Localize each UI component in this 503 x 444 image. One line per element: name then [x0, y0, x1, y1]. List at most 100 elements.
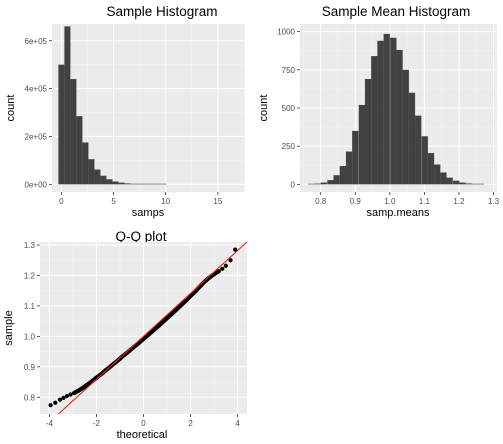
chart-title: Q-Q plot — [115, 229, 166, 244]
y-tick-label: 2e+05 — [25, 132, 48, 141]
histogram-bars — [308, 33, 485, 185]
chart-title: Sample Histogram — [106, 4, 217, 19]
reference-line — [58, 241, 248, 415]
histogram-bar — [100, 175, 107, 185]
x-tick-label: 0.9 — [350, 197, 362, 206]
histogram-bar — [364, 78, 372, 185]
histogram-bar — [434, 164, 441, 185]
qq-point — [220, 266, 225, 271]
gridlines — [40, 242, 247, 414]
x-tick-label: 5 — [111, 197, 116, 206]
y-tick-label: 1.2 — [24, 271, 36, 280]
histogram-bar — [358, 104, 366, 185]
y-tick-label: 1000 — [277, 28, 295, 37]
histogram-bar — [142, 183, 149, 185]
y-axis-ticks: 0.8 0.9 1.0 1.1 1.2 1.3 — [24, 241, 40, 402]
x-tick-label: 1.3 — [488, 197, 500, 206]
histogram-bar — [402, 69, 409, 185]
y-tick-label: 1.1 — [24, 302, 36, 311]
histogram-bar — [390, 37, 397, 185]
qq-point — [53, 400, 58, 405]
x-tick-label: 1.0 — [384, 197, 396, 206]
histogram-bar — [148, 183, 155, 185]
histogram-bar — [70, 79, 77, 185]
histogram-bar — [471, 183, 479, 185]
histogram-bar — [446, 177, 453, 185]
histogram-bar — [371, 56, 378, 185]
x-axis-ticks: 0 5 10 15 — [59, 192, 223, 206]
qq-plot-panel: Q-Q plot -4 -2 0 2 4 0.8 0.9 1.0 1.1 1.2 1.3 theo… — [3, 229, 248, 441]
y-tick-label: 750 — [282, 66, 296, 75]
qq-point — [48, 403, 53, 408]
histogram-bar — [88, 159, 95, 185]
x-tick-label: 0.8 — [315, 197, 327, 206]
y-tick-label: 0.9 — [24, 363, 36, 372]
qq-point — [68, 392, 73, 397]
y-tick-label: 500 — [282, 104, 296, 113]
y-tick-label: 0e+00 — [25, 180, 48, 189]
sample-mean-histogram-panel: Sample Mean Histogram 0.8 0.9 1.0 1.1 1.2 1.3… — [258, 4, 500, 219]
y-axis-ticks: 0e+00 2e+05 4e+05 6e+05 — [25, 37, 52, 189]
chart-title: Sample Mean Histogram — [322, 4, 471, 19]
x-tick-label: 2 — [188, 419, 193, 428]
y-tick-label: 0 — [291, 180, 296, 189]
histogram-bar — [112, 181, 119, 185]
histogram-bars — [58, 26, 167, 185]
x-tick-label: -4 — [46, 419, 54, 428]
x-tick-label: -2 — [93, 419, 101, 428]
x-axis-label: samps — [132, 207, 165, 219]
y-axis-label: count — [258, 95, 270, 122]
y-tick-label: 6e+05 — [25, 37, 48, 46]
qq-point — [233, 247, 238, 252]
x-tick-label: 0 — [59, 197, 64, 206]
y-axis-label: count — [5, 95, 17, 122]
x-axis-label: samp.means — [367, 207, 430, 219]
gridlines — [52, 24, 245, 192]
histogram-bar — [383, 33, 390, 185]
reference-line — [58, 241, 248, 415]
y-tick-label: 1.0 — [24, 332, 36, 341]
sample-histogram-panel: Sample Histogram 0 5 10 15 0e+00 2e+05 4e+05 6… — [5, 4, 245, 219]
histogram-bar — [94, 169, 101, 185]
histogram-bar — [396, 49, 403, 185]
histogram-bar — [477, 183, 485, 185]
histogram-bar — [327, 180, 334, 185]
y-tick-label: 250 — [282, 142, 296, 151]
qq-point — [64, 393, 70, 399]
histogram-bar — [76, 116, 83, 185]
y-tick-label: 1.3 — [24, 241, 36, 250]
histogram-bar — [124, 183, 131, 185]
histogram-bar — [308, 183, 315, 185]
histogram-bar — [377, 40, 384, 185]
y-tick-label: 0.8 — [24, 393, 36, 402]
y-axis-ticks: 0 250 500 750 1000 — [277, 28, 300, 189]
x-tick-label: 1.1 — [419, 197, 431, 206]
x-axis-ticks: 0.8 0.9 1.0 1.1 1.2 1.3 — [315, 192, 500, 206]
qq-point — [223, 263, 228, 268]
histogram-bar — [82, 142, 89, 185]
histogram-bar — [453, 180, 460, 185]
histogram-bar — [320, 182, 327, 185]
histogram-bar — [459, 182, 466, 185]
x-tick-label: 1.2 — [453, 197, 465, 206]
x-tick-label: 0 — [141, 419, 146, 428]
x-tick-label: 10 — [161, 197, 170, 206]
histogram-bar — [427, 153, 435, 185]
x-tick-label: 4 — [235, 419, 240, 428]
qq-point — [228, 258, 233, 263]
histogram-bar — [408, 92, 416, 185]
histogram-bar — [130, 183, 137, 185]
histogram-bar — [339, 166, 347, 185]
qq-point — [216, 269, 221, 274]
histogram-bar — [415, 115, 422, 185]
x-tick-label: 15 — [213, 197, 222, 206]
qq-point — [57, 397, 63, 402]
y-axis-label: sample — [3, 310, 15, 345]
qq-point — [61, 395, 66, 400]
histogram-bar — [345, 151, 353, 185]
histogram-bar — [160, 183, 167, 185]
histogram-bar — [154, 183, 161, 185]
histogram-bar — [314, 183, 321, 185]
histogram-bar — [118, 182, 125, 185]
x-axis-ticks: -4 -2 0 2 4 — [46, 414, 240, 428]
